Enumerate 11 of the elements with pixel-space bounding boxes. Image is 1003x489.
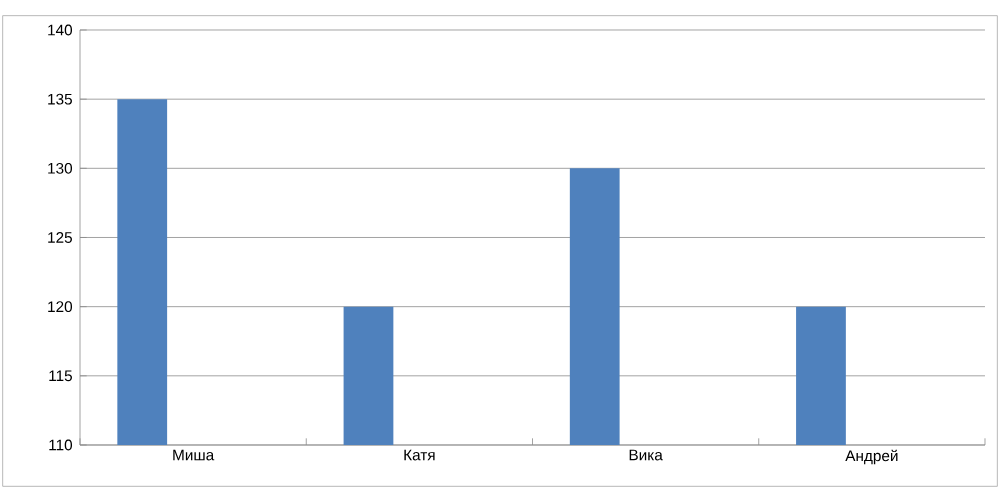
y-tick-label: 135: [48, 93, 72, 105]
y-tick-label: 110: [49, 439, 73, 451]
y-tick-label: 130: [48, 162, 73, 174]
y-tick-label: 140: [48, 24, 73, 36]
y-tick-label: 120: [48, 301, 73, 313]
y-tick-label: 115: [49, 370, 72, 382]
x-tick-label: Вика: [629, 449, 663, 461]
x-tick-label: Андрей: [845, 449, 898, 465]
x-tick-label: Катя: [404, 449, 435, 461]
y-tick-label: 125: [48, 232, 72, 243]
x-tick-label: Миша: [173, 449, 215, 461]
